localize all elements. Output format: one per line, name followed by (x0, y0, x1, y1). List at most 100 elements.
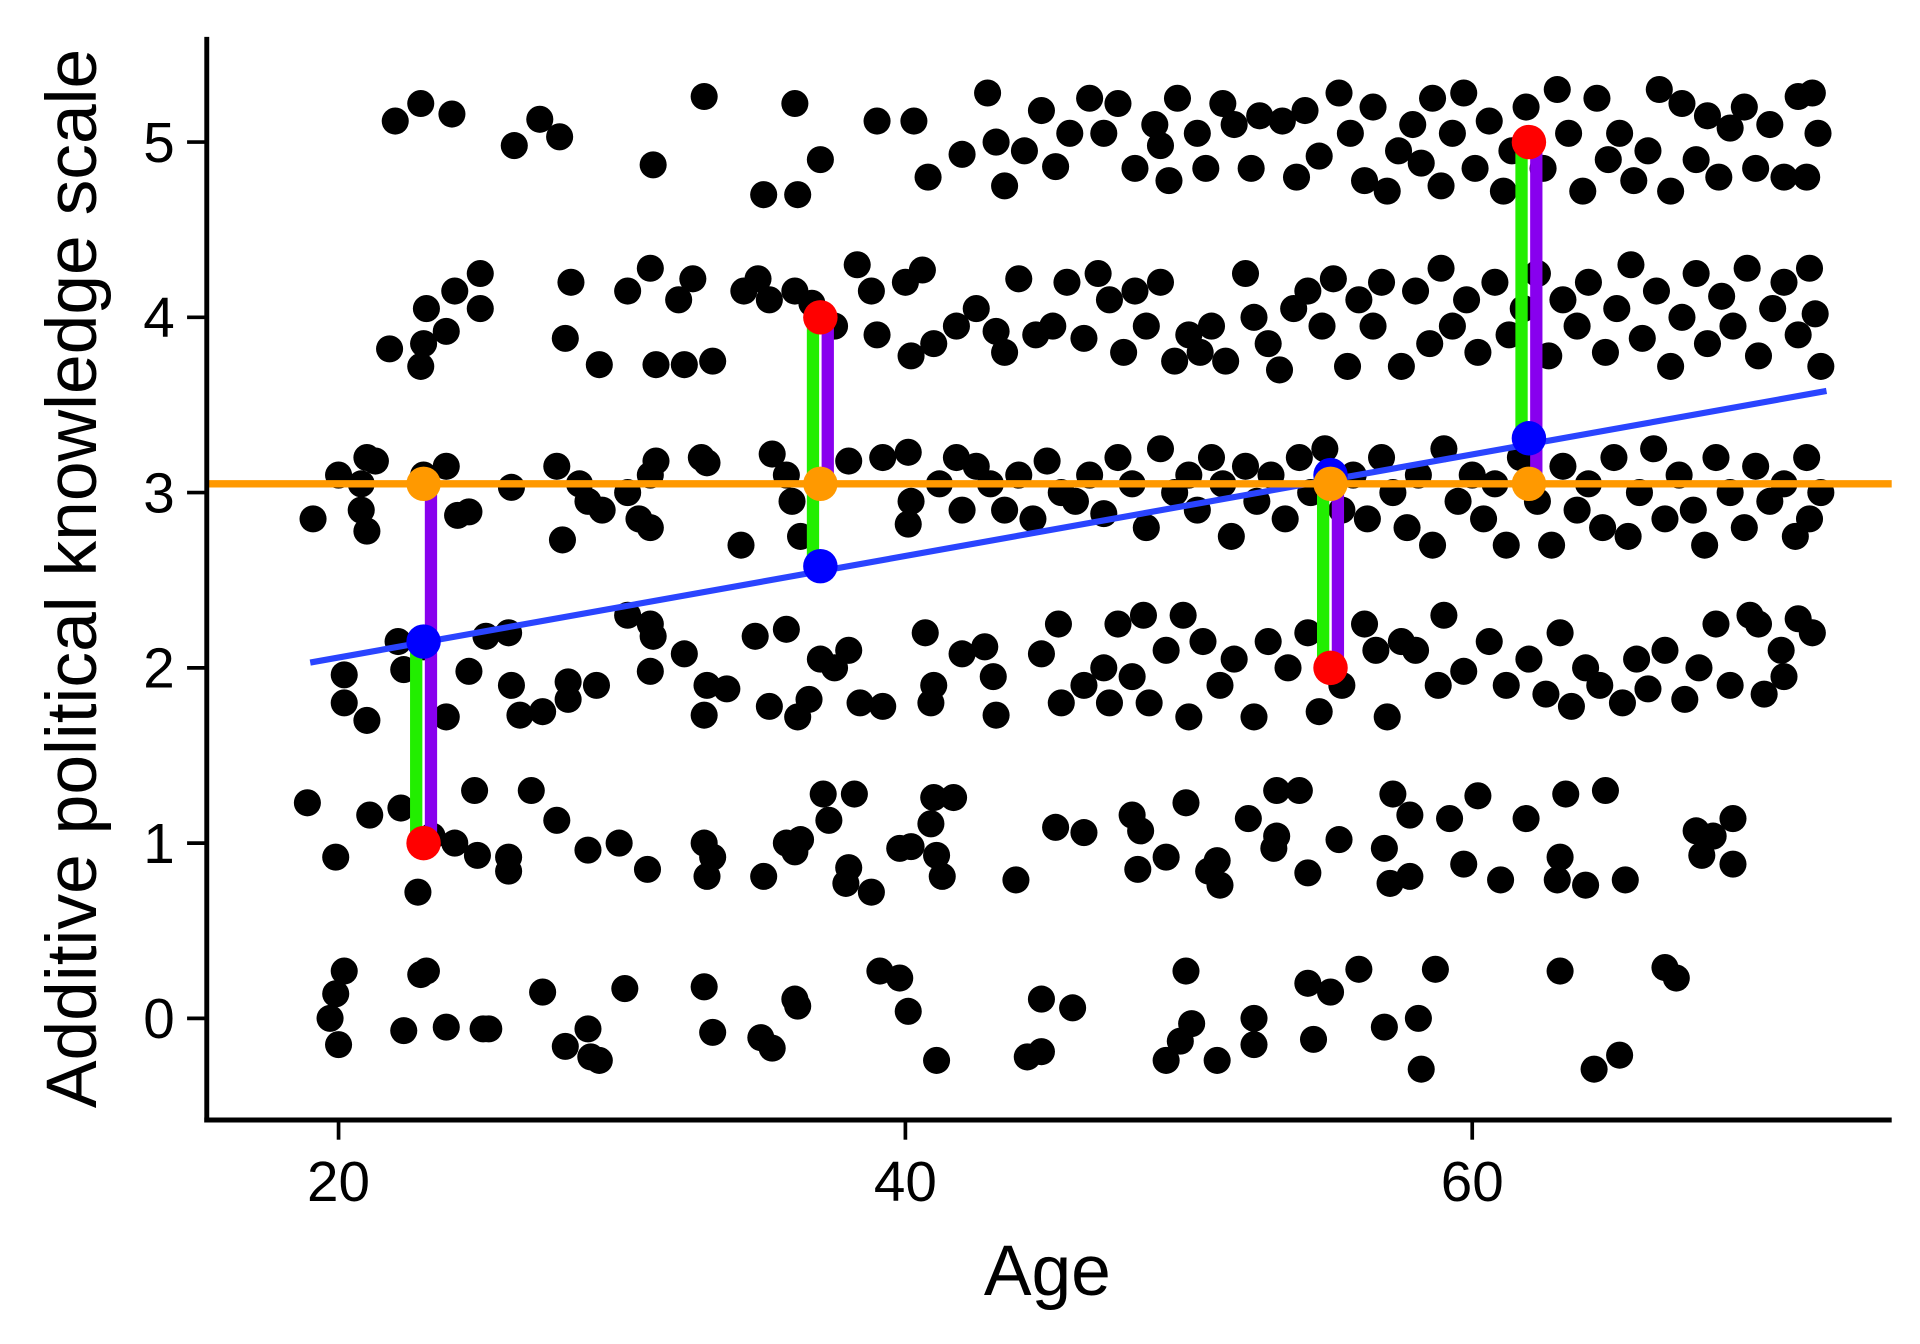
data-point (1127, 817, 1155, 845)
data-point (1668, 89, 1696, 118)
data-point (543, 806, 571, 834)
data-point (1662, 964, 1690, 992)
data-point (979, 663, 1007, 691)
data-point (1146, 132, 1175, 160)
data-point (1750, 680, 1778, 708)
data-point (1702, 443, 1730, 472)
data-point (322, 843, 350, 871)
data-point (1393, 514, 1421, 542)
data-point (894, 438, 922, 466)
data-point (784, 181, 812, 209)
data-point (1427, 172, 1455, 200)
data-point (1333, 352, 1362, 380)
data-point (1090, 119, 1118, 147)
data-point (1217, 522, 1245, 550)
data-point (1121, 277, 1149, 305)
data-point (1512, 93, 1540, 121)
data-point (1186, 338, 1214, 366)
data-point (554, 685, 582, 713)
data-point (1237, 154, 1265, 182)
data-point (390, 1017, 418, 1045)
data-point (330, 661, 358, 689)
data-point (1611, 866, 1639, 894)
data-point (605, 829, 633, 857)
data-point (1129, 601, 1158, 629)
data-point (690, 701, 718, 729)
y-axis-title: Additive political knowledge scale (32, 49, 112, 1108)
data-point (948, 640, 976, 668)
data-point (1076, 84, 1104, 112)
data-point (1657, 177, 1685, 205)
data-point (1263, 822, 1291, 850)
data-point (1481, 268, 1509, 296)
data-point (353, 517, 381, 545)
x-axis-title: Age (984, 1231, 1111, 1311)
data-point (548, 526, 576, 554)
data-point (1756, 111, 1784, 139)
data-point (1685, 654, 1713, 682)
observed-point (803, 300, 838, 335)
data-point (679, 265, 707, 293)
data-point (1161, 347, 1189, 375)
data-point (1305, 142, 1333, 170)
data-point (1450, 657, 1478, 685)
data-point (1546, 619, 1574, 647)
data-point (1744, 342, 1773, 370)
data-point (1345, 955, 1373, 983)
data-point (1206, 871, 1234, 899)
data-point (1027, 985, 1055, 1013)
data-point (1056, 119, 1084, 147)
data-point (1206, 671, 1234, 699)
data-point (1744, 610, 1773, 638)
data-point (614, 277, 642, 305)
data-point (1305, 698, 1333, 726)
data-point (900, 107, 928, 135)
data-point (588, 496, 616, 524)
data-point (1798, 79, 1826, 107)
data-point (325, 1031, 353, 1059)
data-point (1053, 268, 1081, 296)
data-point (699, 347, 727, 375)
data-point (1807, 352, 1835, 380)
data-point (1470, 505, 1498, 533)
data-point (1798, 619, 1826, 647)
data-point (699, 1018, 727, 1046)
data-point (1042, 153, 1070, 181)
y-tick-label: 5 (143, 111, 174, 174)
data-point (942, 312, 970, 340)
data-point (466, 259, 494, 288)
data-point (455, 498, 483, 526)
data-point (466, 295, 494, 323)
data-point (1271, 505, 1299, 533)
data-point (1169, 601, 1197, 629)
data-point (330, 957, 358, 985)
data-point (1614, 522, 1642, 550)
data-point (1475, 628, 1503, 656)
data-point (1691, 531, 1719, 559)
data-point (316, 1004, 344, 1032)
data-point (1557, 692, 1585, 720)
data-point (1192, 154, 1220, 182)
data-point (1047, 689, 1075, 717)
data-point (1209, 89, 1237, 118)
data-point (1132, 514, 1160, 542)
data-point (1642, 277, 1670, 305)
data-point (908, 256, 936, 284)
data-point (1396, 801, 1424, 829)
data-point (611, 975, 639, 1003)
observed-point (406, 825, 441, 861)
data-point (1308, 312, 1336, 340)
data-point (1027, 1038, 1055, 1066)
data-point (1104, 89, 1132, 118)
data-point (755, 692, 783, 720)
data-point (1152, 1046, 1180, 1074)
data-point (1189, 628, 1217, 656)
data-point (1368, 443, 1396, 472)
data-point (330, 689, 358, 717)
data-point (1203, 847, 1231, 875)
data-point (1027, 640, 1055, 668)
data-point (636, 657, 664, 685)
data-point (1407, 1055, 1435, 1083)
data-point (982, 317, 1010, 345)
